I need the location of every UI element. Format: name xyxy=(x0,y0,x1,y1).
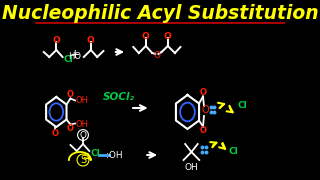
Text: Cl: Cl xyxy=(229,147,239,156)
Text: HO: HO xyxy=(68,51,82,60)
Text: Nucleophilic Acyl Substitution: Nucleophilic Acyl Substitution xyxy=(2,3,318,22)
Text: O: O xyxy=(52,35,60,44)
Text: O: O xyxy=(67,124,74,133)
Text: OH: OH xyxy=(76,96,89,105)
Text: O: O xyxy=(202,105,209,115)
Text: O: O xyxy=(153,51,160,60)
Text: SOCl₂: SOCl₂ xyxy=(103,92,135,102)
Text: O: O xyxy=(79,130,86,140)
Text: O: O xyxy=(51,129,58,138)
Text: OH: OH xyxy=(76,120,89,129)
Text: O: O xyxy=(142,31,150,40)
Text: O: O xyxy=(67,90,74,99)
Text: S: S xyxy=(80,155,86,165)
Text: OH: OH xyxy=(185,163,198,172)
Text: O: O xyxy=(164,31,172,40)
Text: :OH: :OH xyxy=(106,150,123,159)
Text: O: O xyxy=(199,126,206,135)
Text: Cl: Cl xyxy=(90,148,100,158)
Text: Cl: Cl xyxy=(63,55,73,64)
Text: +: + xyxy=(70,48,80,60)
Text: Cl: Cl xyxy=(238,100,247,109)
Text: O: O xyxy=(199,88,206,97)
Text: O: O xyxy=(87,35,95,44)
